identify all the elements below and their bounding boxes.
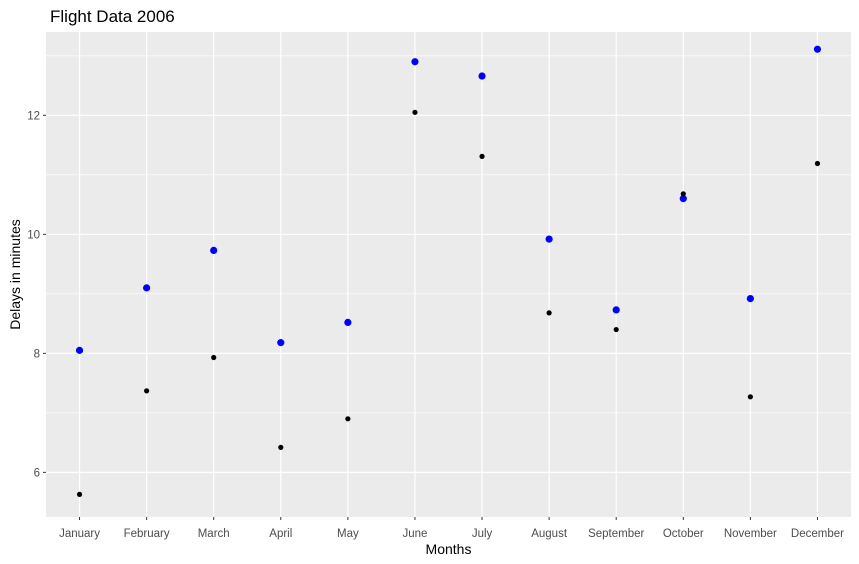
x-axis-title: Months	[426, 541, 472, 557]
data-point	[277, 339, 285, 347]
x-tick-label: December	[791, 528, 844, 540]
x-tick-label: October	[663, 528, 704, 540]
data-point	[75, 346, 84, 354]
data-point	[479, 153, 485, 159]
y-tick-label: 10	[27, 229, 40, 241]
data-point	[680, 191, 686, 197]
x-tick-label: February	[124, 528, 170, 540]
data-point	[210, 246, 218, 254]
data-point	[746, 295, 754, 303]
data-point	[144, 388, 150, 394]
y-tick-label: 6	[34, 467, 40, 479]
data-point	[545, 235, 553, 243]
data-point	[143, 284, 151, 292]
data-point	[344, 318, 352, 327]
data-point	[345, 416, 351, 422]
x-tick-label: May	[337, 528, 359, 540]
data-points	[75, 45, 822, 497]
data-point	[278, 444, 284, 450]
plot-panel	[46, 32, 851, 517]
x-tick-label: September	[588, 528, 644, 540]
data-point	[411, 58, 419, 66]
y-tick-label: 12	[27, 110, 40, 122]
x-tick-label: June	[402, 528, 427, 540]
data-point	[747, 394, 753, 400]
data-point	[679, 195, 687, 203]
data-point	[478, 72, 486, 80]
x-tick-label: March	[198, 528, 230, 540]
axis-ticks: 6 8 10 12 January February March April May June Ju…	[27, 110, 844, 540]
x-tick-label: November	[724, 528, 777, 540]
data-point	[813, 45, 822, 53]
data-point	[613, 326, 619, 333]
x-tick-label: January	[59, 528, 100, 540]
y-axis-title: Delays in minutes	[7, 219, 23, 330]
x-tick-label: July	[472, 528, 493, 540]
chart-title: Flight Data 2006	[50, 7, 175, 26]
data-point	[814, 160, 821, 167]
data-point	[612, 306, 620, 314]
data-point	[412, 109, 418, 115]
x-tick-label: April	[269, 528, 292, 540]
x-tick-label: August	[531, 528, 568, 540]
data-point	[546, 310, 552, 316]
data-point	[76, 491, 83, 497]
y-tick-label: 8	[34, 348, 40, 360]
grid-lines	[46, 32, 851, 517]
data-point	[211, 354, 217, 361]
